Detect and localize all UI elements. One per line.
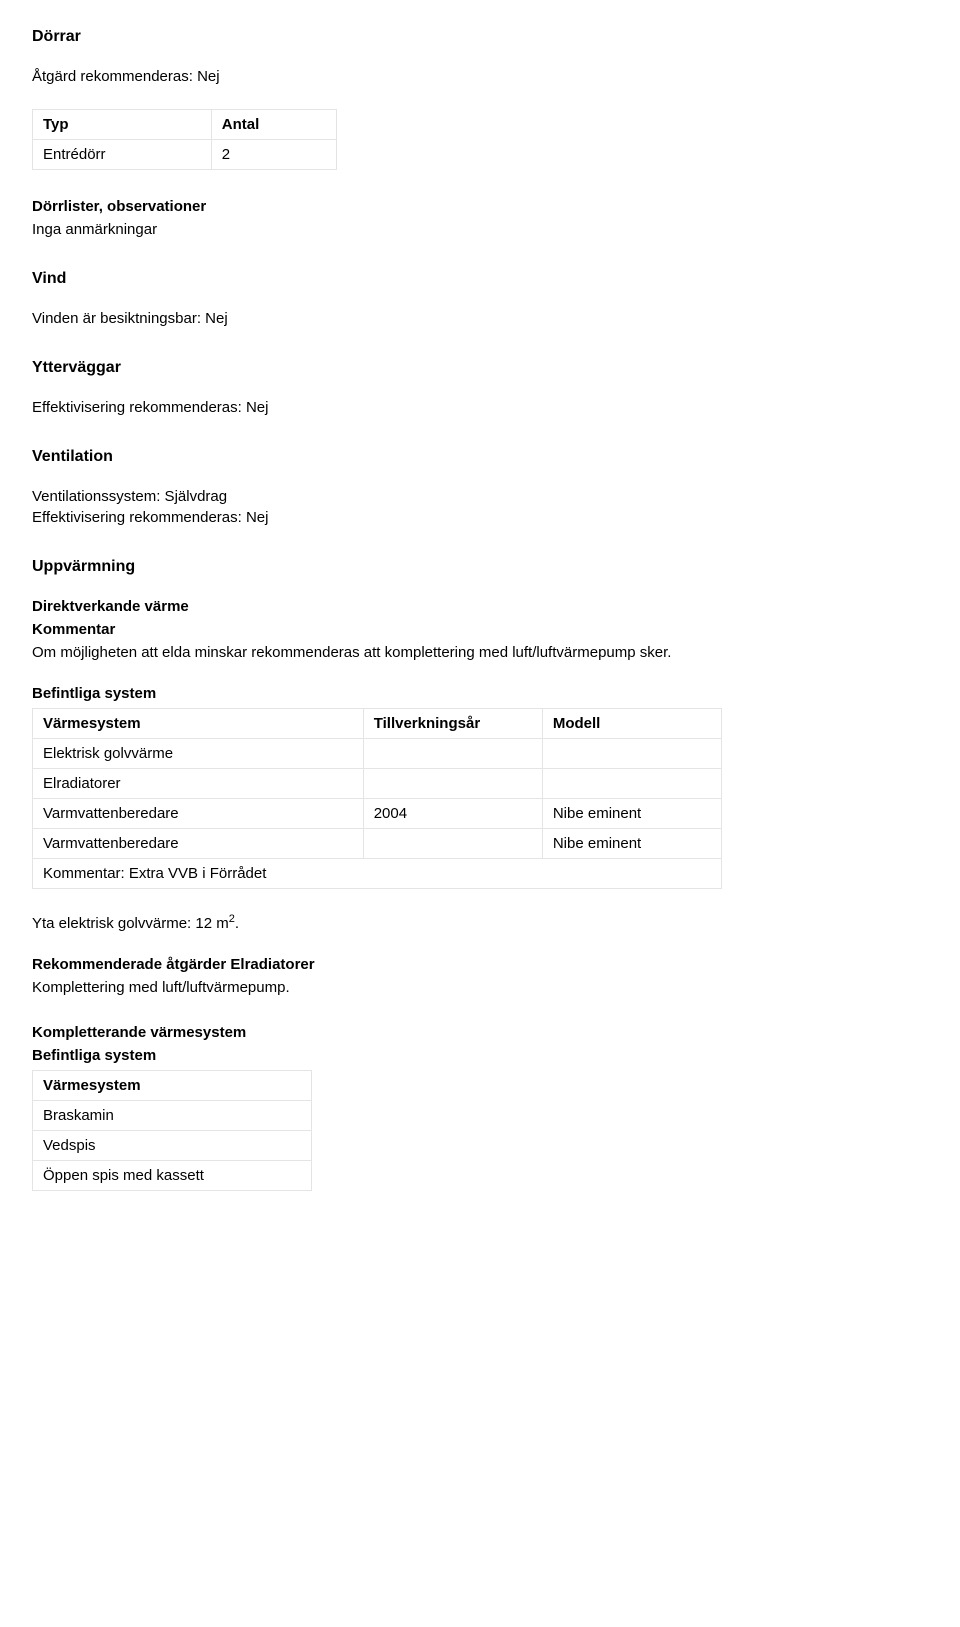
komp-th: Värmesystem <box>33 1071 312 1101</box>
uppvarmning-komp-title: Kompletterande värmesystem <box>32 1024 928 1041</box>
uv-cell-comment: Kommentar: Extra VVB i Förrådet <box>33 859 722 889</box>
komp-cell: Vedspis <box>33 1131 312 1161</box>
uv-th-model: Modell <box>542 709 721 739</box>
komp-cell: Öppen spis med kassett <box>33 1161 312 1191</box>
ventilation-line2: Effektivisering rekommenderas: Nej <box>32 509 928 526</box>
dorrar-cell: Entrédörr <box>33 140 212 170</box>
uv-cell <box>542 769 721 799</box>
uv-cell <box>363 829 542 859</box>
uppvarmning-yta: Yta elektrisk golvvärme: 12 m2. <box>32 913 928 932</box>
uv-cell <box>363 739 542 769</box>
uv-cell: Elradiatorer <box>33 769 364 799</box>
section-uppvarmning-title: Uppvärmning <box>32 558 928 576</box>
uppvarmning-sub1: Direktverkande värme <box>32 598 928 615</box>
section-vind-title: Vind <box>32 270 928 288</box>
uv-cell: Nibe eminent <box>542 829 721 859</box>
uv-cell: 2004 <box>363 799 542 829</box>
section-yttervaggar-title: Ytterväggar <box>32 359 928 377</box>
section-dorrar-title: Dörrar <box>32 28 928 46</box>
dorrar-cell: 2 <box>211 140 336 170</box>
uppvarmning-table: Värmesystem Tillverkningsår Modell Elekt… <box>32 708 722 889</box>
uv-cell <box>542 739 721 769</box>
uppvarmning-komp-bef: Befintliga system <box>32 1047 928 1064</box>
uppvarmning-rek-title: Rekommenderade åtgärder Elradiatorer <box>32 956 928 973</box>
uppvarmning-kommentar-text: Om möjligheten att elda minskar rekommen… <box>32 644 928 661</box>
uv-cell: Elektrisk golvvärme <box>33 739 364 769</box>
dorrar-table: Typ Antal Entrédörr 2 <box>32 109 337 170</box>
yttervaggar-text: Effektivisering rekommenderas: Nej <box>32 399 928 416</box>
yta-pre: Yta elektrisk golvvärme: 12 m <box>32 915 229 932</box>
section-ventilation-title: Ventilation <box>32 448 928 466</box>
uppvarmning-befintliga-label: Befintliga system <box>32 685 928 702</box>
ventilation-line1: Ventilationssystem: Självdrag <box>32 488 928 505</box>
dorrar-th-antal: Antal <box>211 110 336 140</box>
dorrar-obs-text: Inga anmärkningar <box>32 221 928 238</box>
uppvarmning-kommentar-label: Kommentar <box>32 621 928 638</box>
komp-table: Värmesystem Braskamin Vedspis Öppen spis… <box>32 1070 312 1191</box>
uv-cell: Varmvattenberedare <box>33 829 364 859</box>
dorrar-action: Åtgärd rekommenderas: Nej <box>32 68 928 85</box>
uv-cell: Varmvattenberedare <box>33 799 364 829</box>
komp-cell: Braskamin <box>33 1101 312 1131</box>
uv-cell <box>363 769 542 799</box>
vind-text: Vinden är besiktningsbar: Nej <box>32 310 928 327</box>
uppvarmning-rek-text: Komplettering med luft/luftvärmepump. <box>32 979 928 996</box>
uv-cell: Nibe eminent <box>542 799 721 829</box>
yta-post: . <box>235 915 239 932</box>
uv-th-system: Värmesystem <box>33 709 364 739</box>
dorrar-obs-title: Dörrlister, observationer <box>32 198 928 215</box>
dorrar-th-typ: Typ <box>33 110 212 140</box>
uv-th-year: Tillverkningsår <box>363 709 542 739</box>
